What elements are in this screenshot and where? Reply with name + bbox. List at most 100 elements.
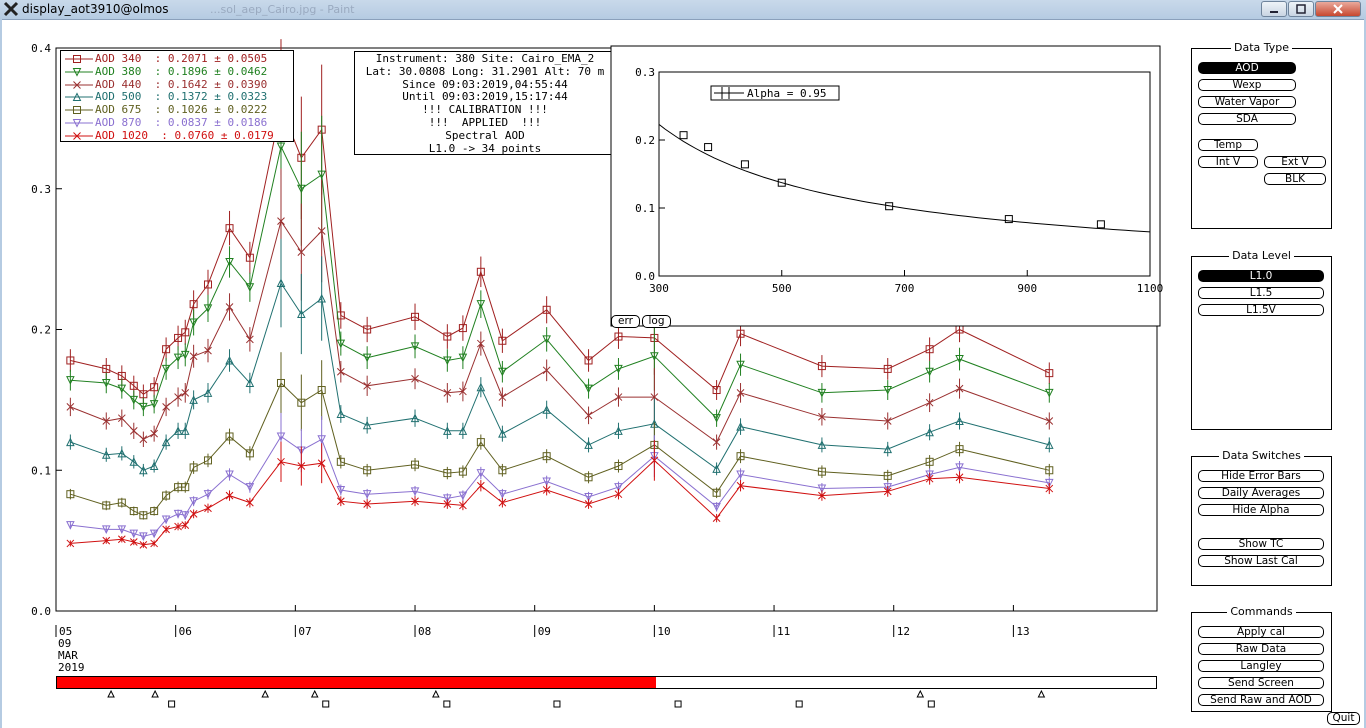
send-screen-button[interactable]: Send Screen <box>1198 677 1324 689</box>
series-line <box>70 382 1050 516</box>
ext-v-button[interactable]: Ext V <box>1264 156 1326 168</box>
data-point <box>129 381 138 390</box>
quit-button[interactable]: Quit <box>1327 712 1360 725</box>
temp-button[interactable]: Temp <box>1198 139 1258 151</box>
data-point <box>818 412 826 421</box>
data-point <box>173 426 183 435</box>
minimize-button[interactable] <box>1261 1 1287 17</box>
window-frame <box>0 19 1366 728</box>
data-point <box>459 387 467 396</box>
data-point <box>1044 388 1054 398</box>
data-point <box>443 494 452 504</box>
err-toggle-button[interactable]: err <box>611 315 640 328</box>
data-point <box>458 353 468 363</box>
data-point <box>883 483 893 492</box>
wexp-button[interactable]: Wexp <box>1198 79 1296 91</box>
data-point <box>736 470 745 480</box>
data-point <box>411 374 419 383</box>
data-point <box>955 384 964 393</box>
data-point <box>336 409 346 418</box>
data-type-panel: Data Type <box>1191 41 1332 229</box>
data-point <box>276 278 286 288</box>
info-line: !!! APPLIED !!! <box>428 115 542 129</box>
data-point <box>584 356 593 365</box>
data-point <box>476 438 485 447</box>
data-point <box>363 500 372 508</box>
data-point <box>225 491 234 500</box>
int-v-button[interactable]: Int V <box>1198 156 1258 168</box>
data-point <box>712 438 721 446</box>
sda-button[interactable]: SDA <box>1198 113 1296 125</box>
data-point <box>139 402 148 412</box>
data-point <box>66 521 75 530</box>
send-raw-and-aod-button[interactable]: Send Raw and AOD <box>1198 694 1324 706</box>
data-point <box>189 395 198 404</box>
level-l15-button[interactable]: L1.5 <box>1198 287 1324 299</box>
daily-averages-button[interactable]: Daily Averages <box>1198 487 1324 499</box>
data-point <box>245 253 254 262</box>
level-l10-button[interactable]: L1.0 <box>1198 270 1324 282</box>
data-point <box>712 514 721 522</box>
data-point <box>129 457 139 466</box>
data-point <box>1044 440 1054 449</box>
window-titlebar[interactable]: display_aot3910@olmos ...sol_aep_Cairo.j… <box>0 0 1366 20</box>
data-point <box>459 501 467 510</box>
data-point <box>1045 369 1054 378</box>
blk-button[interactable]: BLK <box>1264 173 1326 185</box>
data-point <box>584 384 593 394</box>
data-point <box>181 388 190 397</box>
hide-alpha-button[interactable]: Hide Alpha <box>1198 504 1324 516</box>
data-point <box>883 386 893 395</box>
show-tc-button[interactable]: Show TC <box>1198 538 1324 550</box>
data-point <box>117 384 127 394</box>
legend-entry: AOD 380 : 0.1896 ± 0.0462 <box>63 65 267 78</box>
x-tick-label: 09 <box>538 625 551 638</box>
data-point <box>883 487 892 496</box>
data-point <box>139 435 148 444</box>
data-point <box>189 352 198 361</box>
data-point <box>955 416 964 425</box>
legend-entry: AOD 870 : 0.0837 ± 0.0186 <box>63 117 267 129</box>
data-point <box>362 420 372 430</box>
data-point <box>150 383 159 392</box>
series-aod-675 <box>66 352 1054 520</box>
langley-button[interactable]: Langley <box>1198 660 1324 672</box>
data-point <box>161 364 171 374</box>
apply-cal-button[interactable]: Apply cal <box>1198 626 1324 638</box>
data-point <box>317 459 326 468</box>
aod-button[interactable]: AOD <box>1198 62 1296 74</box>
show-last-cal-button[interactable]: Show Last Cal <box>1198 555 1324 567</box>
data-point <box>204 504 212 513</box>
info-line: L1.0 -> 34 points <box>428 141 542 155</box>
data-level-title: Data Level <box>1229 249 1294 262</box>
legend-entry: AOD 500 : 0.1372 ± 0.0323 <box>63 91 267 103</box>
level-l15v-button[interactable]: L1.5V <box>1198 304 1324 316</box>
water-vapor-button[interactable]: Water Vapor <box>1198 96 1296 108</box>
data-point <box>149 461 159 471</box>
data-point <box>458 467 467 476</box>
data-point <box>443 332 452 341</box>
data-point <box>925 345 934 354</box>
time-progress-fill <box>57 677 656 688</box>
data-point <box>955 473 964 482</box>
minimize-icon <box>1270 11 1278 13</box>
data-point <box>712 502 721 512</box>
data-point <box>225 470 234 480</box>
raw-data-button[interactable]: Raw Data <box>1198 643 1324 655</box>
data-point <box>818 491 826 500</box>
data-point <box>161 515 171 525</box>
data-point <box>297 184 306 194</box>
legend-label: AOD 340 : 0.2071 ± 0.0505 <box>95 52 268 65</box>
hide-error-bars-button[interactable]: Hide Error Bars <box>1198 470 1324 482</box>
close-button[interactable] <box>1315 1 1361 17</box>
data-point <box>117 535 126 544</box>
data-point <box>955 463 964 473</box>
data-point <box>66 539 75 548</box>
legend-entry: AOD 1020 : 0.0760 ± 0.0179 <box>63 129 274 142</box>
time-progress-track[interactable] <box>56 676 1157 689</box>
maximize-button[interactable] <box>1288 1 1314 17</box>
data-point <box>139 511 148 520</box>
log-toggle-button[interactable]: log <box>642 315 671 328</box>
data-point <box>189 318 198 328</box>
data-point <box>245 378 255 387</box>
